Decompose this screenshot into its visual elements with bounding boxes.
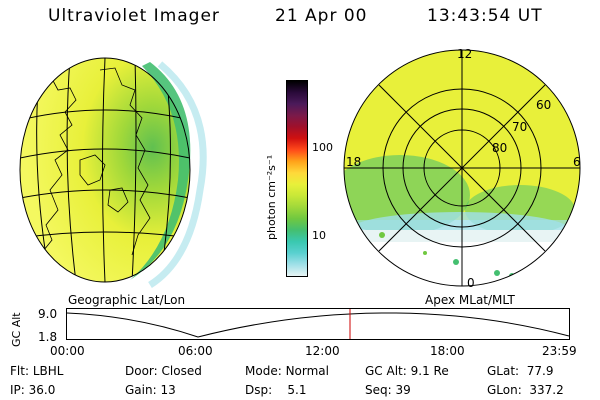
- mlt-label-0: 0: [467, 276, 475, 290]
- info-gcalt: GC Alt: 9.1 Re: [365, 364, 449, 378]
- mlt-label-6: 6: [573, 155, 581, 169]
- app-title: Ultraviolet Imager: [48, 6, 220, 26]
- dsp-label: Dsp:: [245, 383, 273, 397]
- glat-value: 77.9: [526, 364, 554, 378]
- door-label: Door:: [125, 364, 158, 378]
- flt-value: LBHL: [32, 364, 64, 378]
- right-panel-caption: Apex MLat/MLT: [425, 293, 515, 307]
- colorbar-tick-100: 100: [312, 141, 333, 154]
- altitude-curve: [66, 312, 570, 338]
- graticule: [20, 58, 190, 282]
- aurora-halo: [148, 61, 207, 288]
- mlt-label-12: 12: [457, 47, 473, 61]
- info-gain: Gain: 13: [125, 383, 176, 397]
- gcalt-label: GC Alt:: [365, 364, 407, 378]
- left-panel-caption: Geographic Lat/Lon: [68, 293, 186, 307]
- glat-label: GLat:: [487, 364, 520, 378]
- ip-value: 36.0: [28, 383, 56, 397]
- gcalt-value: 9.1 Re: [410, 364, 449, 378]
- colorbar-unit-label: photon cm⁻²s⁻¹: [265, 154, 278, 240]
- altitude-plot: [66, 308, 570, 340]
- observation-date: 21 Apr 00: [275, 6, 368, 26]
- info-mode: Mode: Normal: [245, 364, 329, 378]
- seq-label: Seq:: [365, 383, 392, 397]
- glon-label: GLon:: [487, 383, 522, 397]
- info-seq: Seq: 39: [365, 383, 411, 397]
- info-glat: GLat: 77.9: [487, 364, 553, 378]
- gain-value: 13: [160, 383, 176, 397]
- altitude-xtick-1200: 12:00: [305, 344, 340, 358]
- coastlines: [34, 67, 151, 256]
- mode-value: Normal: [285, 364, 329, 378]
- globe-outline: [19, 57, 191, 283]
- gain-label: Gain:: [125, 383, 157, 397]
- polar-emission: [344, 50, 580, 286]
- globe-disk: [20, 58, 190, 282]
- polar-mlat-mlt-image: [343, 49, 581, 287]
- mlat-label-70: 70: [512, 120, 528, 134]
- dsp-value: 5.1: [287, 383, 307, 397]
- mlat-label-60: 60: [536, 98, 552, 112]
- info-door: Door: Closed: [125, 364, 202, 378]
- info-ip: IP: 36.0: [10, 383, 55, 397]
- altitude-xtick-0000: 00:00: [50, 344, 85, 358]
- info-flt: Flt: LBHL: [10, 364, 63, 378]
- altitude-ylabel: GC Alt: [10, 312, 23, 347]
- door-value: Closed: [161, 364, 202, 378]
- info-dsp: Dsp: 5.1: [245, 383, 307, 397]
- altitude-xtick-0600: 06:00: [178, 344, 213, 358]
- mlat-label-80: 80: [492, 141, 508, 155]
- altitude-xtick-2359: 23:59: [542, 344, 577, 358]
- geographic-globe-image: [19, 57, 207, 288]
- mode-label: Mode:: [245, 364, 282, 378]
- colorbar: [286, 80, 308, 277]
- glon-value: 337.2: [529, 383, 564, 397]
- altitude-xtick-1800: 18:00: [430, 344, 465, 358]
- altitude-ytick-1-8: 1.8: [38, 330, 58, 344]
- polar-grid: [343, 49, 581, 287]
- observation-time: 13:43:54 UT: [427, 6, 543, 26]
- mlt-label-18: 18: [346, 155, 362, 169]
- flt-label: Flt:: [10, 364, 29, 378]
- ip-label: IP:: [10, 383, 25, 397]
- altitude-ytick-9: 9.0: [38, 307, 58, 321]
- seq-value: 39: [395, 383, 411, 397]
- info-glon: GLon: 337.2: [487, 383, 564, 397]
- colorbar-tick-10: 10: [312, 229, 326, 242]
- altitude-plot-frame: [66, 308, 570, 340]
